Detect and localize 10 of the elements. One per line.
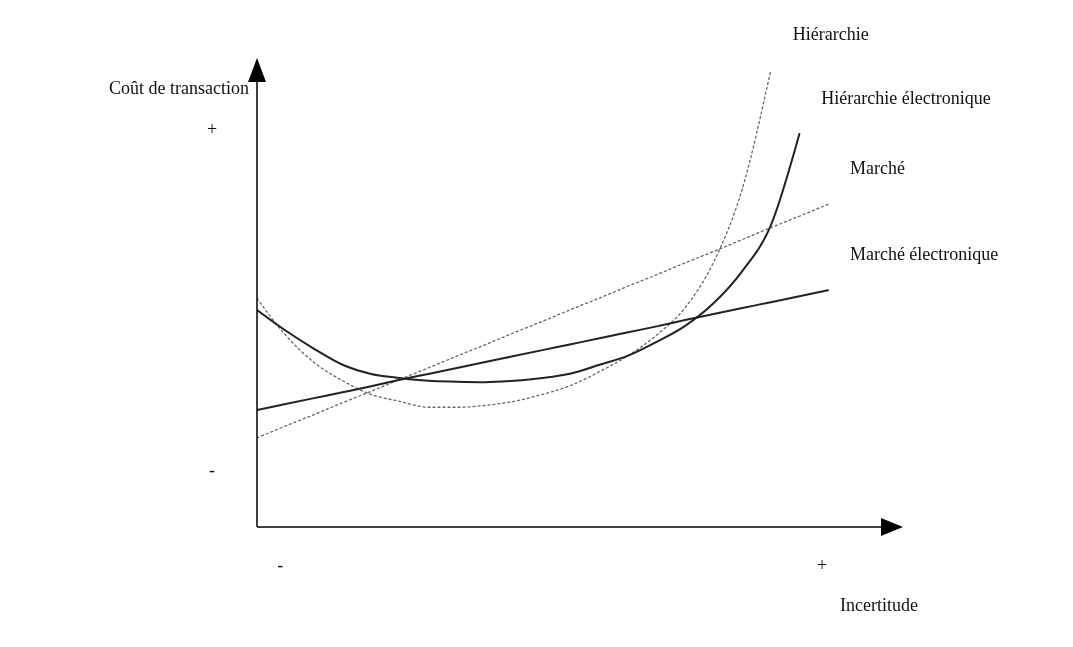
text: - bbox=[277, 555, 284, 575]
text: - bbox=[209, 459, 215, 480]
series-label: Marché électronique bbox=[849, 244, 999, 265]
text: + bbox=[206, 119, 218, 140]
series-label: Hiérarchie électronique bbox=[821, 87, 991, 108]
series-label: Hiérarchie bbox=[792, 24, 869, 44]
x-axis-title: Incertitude bbox=[840, 595, 918, 615]
series-label: Marché bbox=[849, 158, 905, 179]
y-axis-title: Coût de transaction bbox=[109, 78, 249, 98]
text: + bbox=[817, 555, 828, 575]
